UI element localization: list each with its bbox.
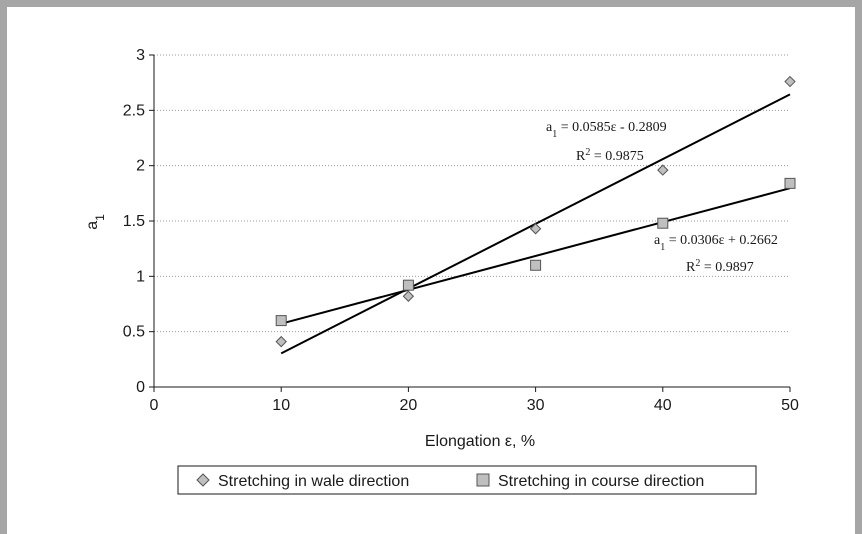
wale-equation-label: a1 = 0.0585ε - 0.2809: [546, 120, 667, 140]
legend-wale-marker: [196, 473, 210, 487]
legend: Stretching in wale direction Stretching …: [177, 465, 757, 495]
course-r2-label: R2 = 0.9897: [686, 258, 754, 276]
x-axis-title: Elongation ε, %: [425, 433, 535, 450]
course-data-point: [784, 177, 796, 189]
x-tick-label: 40: [654, 397, 672, 414]
x-tick-label: 50: [781, 397, 799, 414]
wale-data-point: [402, 290, 415, 302]
legend-wale-label: Stretching in wale direction: [218, 473, 409, 490]
data-markers: [275, 75, 796, 348]
course-data-point: [530, 259, 542, 271]
x-tick-label: 0: [150, 397, 159, 414]
x-tick-label: 10: [272, 397, 290, 414]
gridlines: [154, 54, 790, 333]
wale-r2-label: R2 = 0.9875: [576, 147, 644, 165]
wale-data-point: [529, 223, 542, 235]
y-axis-title: a1: [84, 214, 107, 230]
legend-box: [177, 465, 757, 495]
y-tick-label: 2.5: [123, 102, 145, 119]
course-data-point: [275, 315, 287, 327]
x-tick-label: 30: [527, 397, 545, 414]
x-tick-label: 20: [400, 397, 418, 414]
legend-course-label: Stretching in course direction: [498, 473, 704, 490]
y-tick-label: 1: [136, 268, 145, 285]
y-tick-label: 3: [136, 47, 145, 64]
course-trendline: [280, 187, 791, 325]
course-equation-label: a1 = 0.0306ε + 0.2662: [654, 233, 778, 253]
tick-labels: 00.511.522.530 10 20 30 40 50: [123, 47, 799, 414]
course-data-point: [657, 217, 669, 229]
wale-data-point: [657, 164, 669, 176]
wale-data-point: [784, 75, 796, 88]
y-tick-label: 1.5: [123, 213, 145, 230]
course-data-point: [402, 279, 414, 291]
y-tick-label: 0.5: [123, 324, 145, 341]
legend-course-marker: [476, 473, 490, 487]
y-tick-label: 0: [136, 379, 145, 396]
wale-data-point: [275, 335, 287, 348]
y-tick-label: 2: [136, 158, 145, 175]
